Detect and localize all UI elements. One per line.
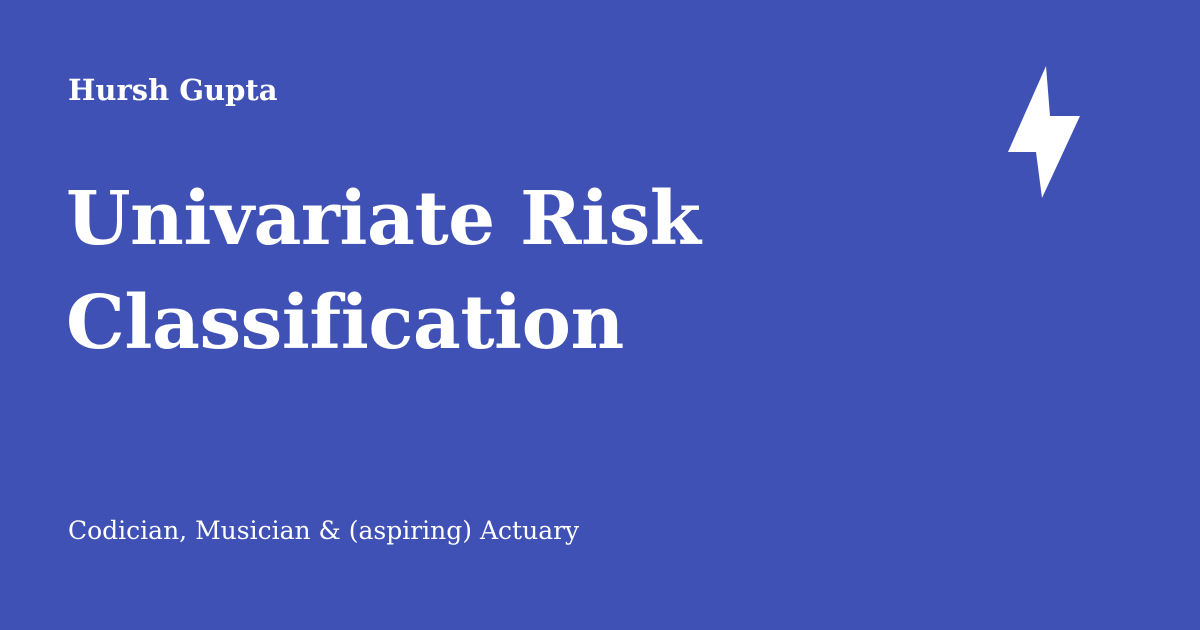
author-name: Hursh Gupta [68, 73, 278, 107]
title-line-2: Classification [66, 280, 624, 366]
site-tagline: Codician, Musician & (aspiring) Actuary [68, 516, 580, 545]
title-line-1: Univariate Risk [66, 176, 701, 262]
page-title: Univariate Risk Classification [66, 167, 966, 375]
lightning-bolt-icon [1008, 66, 1080, 198]
